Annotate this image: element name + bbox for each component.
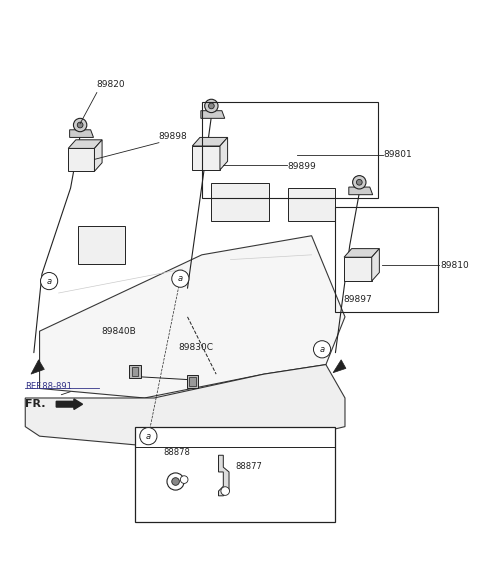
Circle shape <box>180 476 188 483</box>
Polygon shape <box>187 375 198 389</box>
FancyBboxPatch shape <box>135 427 336 522</box>
Polygon shape <box>189 377 196 386</box>
Polygon shape <box>288 188 336 222</box>
Polygon shape <box>344 257 372 281</box>
Circle shape <box>40 272 58 289</box>
Text: a: a <box>47 277 52 285</box>
Circle shape <box>77 122 83 128</box>
Text: 89898: 89898 <box>159 132 188 141</box>
Polygon shape <box>95 140 102 171</box>
Circle shape <box>221 487 229 495</box>
Text: 89810: 89810 <box>441 261 469 270</box>
Text: FR.: FR. <box>25 399 46 409</box>
Text: 89840B: 89840B <box>102 326 136 336</box>
Text: 88878: 88878 <box>164 448 191 457</box>
Circle shape <box>140 428 157 445</box>
Circle shape <box>353 176 366 189</box>
Polygon shape <box>201 111 225 118</box>
Polygon shape <box>70 130 94 138</box>
Circle shape <box>313 340 331 358</box>
Text: 89801: 89801 <box>383 150 412 159</box>
Circle shape <box>204 99 218 113</box>
Text: a: a <box>178 274 183 283</box>
Polygon shape <box>78 226 125 264</box>
Circle shape <box>172 478 180 485</box>
Polygon shape <box>333 360 346 373</box>
Polygon shape <box>132 367 138 376</box>
Polygon shape <box>344 248 379 257</box>
Text: 89897: 89897 <box>343 295 372 304</box>
Polygon shape <box>349 187 372 195</box>
Text: a: a <box>146 432 151 441</box>
Circle shape <box>357 179 362 185</box>
Text: 89899: 89899 <box>288 162 316 171</box>
Circle shape <box>167 473 184 490</box>
Polygon shape <box>68 148 95 171</box>
Polygon shape <box>68 140 102 148</box>
Text: 88877: 88877 <box>235 462 262 471</box>
Circle shape <box>172 270 189 287</box>
Text: REF.88-891: REF.88-891 <box>25 381 72 390</box>
Polygon shape <box>218 455 229 496</box>
Polygon shape <box>220 138 228 170</box>
Polygon shape <box>192 138 228 146</box>
Polygon shape <box>129 364 141 378</box>
Circle shape <box>73 118 87 132</box>
Polygon shape <box>31 360 44 374</box>
Polygon shape <box>39 236 345 398</box>
Text: 89820: 89820 <box>97 80 125 88</box>
Polygon shape <box>192 146 220 170</box>
Polygon shape <box>211 183 269 222</box>
Text: 89830C: 89830C <box>178 343 213 352</box>
Text: a: a <box>320 345 324 354</box>
FancyArrow shape <box>56 399 83 410</box>
Polygon shape <box>372 248 379 281</box>
Circle shape <box>208 103 214 109</box>
Polygon shape <box>25 364 345 446</box>
